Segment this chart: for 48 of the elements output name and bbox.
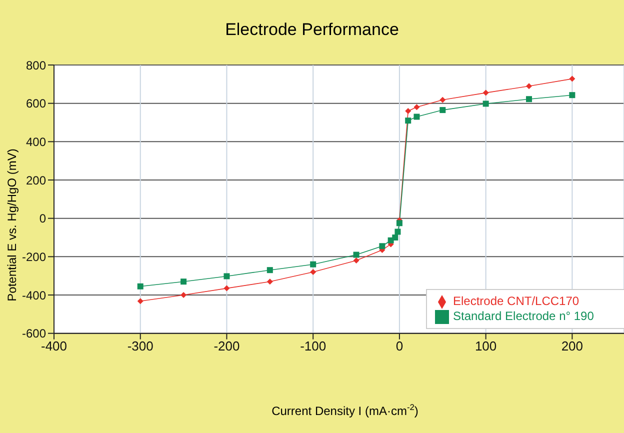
point	[353, 258, 360, 264]
point	[569, 92, 576, 98]
x-tick-label: 100	[474, 338, 497, 354]
point	[414, 114, 420, 120]
point	[310, 269, 316, 276]
point	[405, 108, 412, 114]
point	[526, 96, 532, 102]
y-tick-label: 200	[26, 173, 46, 188]
point	[266, 278, 273, 285]
point	[379, 243, 386, 250]
y-tick-label: -400	[22, 288, 46, 302]
y-tick-label: 0	[39, 212, 46, 226]
legend-label: Electrode CNT/LCC170	[453, 294, 580, 308]
y-axis-title: Potential E vs. Hg/HgO (mV)	[5, 148, 19, 302]
point	[569, 76, 576, 82]
legend-label: Standard Electrode n° 190	[453, 309, 594, 324]
x-tick-label: -100	[300, 338, 326, 354]
point	[180, 292, 187, 298]
point	[137, 298, 144, 304]
point	[266, 267, 273, 274]
point	[482, 90, 489, 96]
x-tick-label: -400	[40, 338, 68, 354]
x-tick-label: 0	[396, 338, 404, 354]
point	[224, 285, 230, 292]
point	[180, 278, 187, 285]
x-axis-title: Current Density I (mA·cm$^{-2}$)	[272, 402, 418, 418]
point	[482, 100, 489, 107]
point	[137, 283, 144, 290]
point	[392, 234, 398, 241]
chart-title: Electrode Performance	[224, 20, 400, 40]
y-tick-label: 400	[26, 134, 46, 149]
point	[394, 228, 401, 235]
point	[414, 104, 420, 110]
point	[310, 261, 316, 268]
point	[353, 252, 360, 258]
y-tick-label: 600	[26, 96, 46, 111]
y-tick-label: -200	[22, 250, 46, 264]
point	[440, 96, 446, 103]
y-tick-label: 800	[26, 58, 46, 72]
x-tick-label: 200	[561, 338, 584, 354]
y-tick-label: -600	[22, 326, 46, 341]
point	[396, 220, 402, 226]
point	[526, 83, 532, 90]
point	[440, 107, 446, 114]
point	[224, 273, 230, 280]
x-tick-label: -300	[127, 338, 154, 354]
x-tick-label: -200	[214, 338, 240, 354]
point	[405, 118, 412, 124]
